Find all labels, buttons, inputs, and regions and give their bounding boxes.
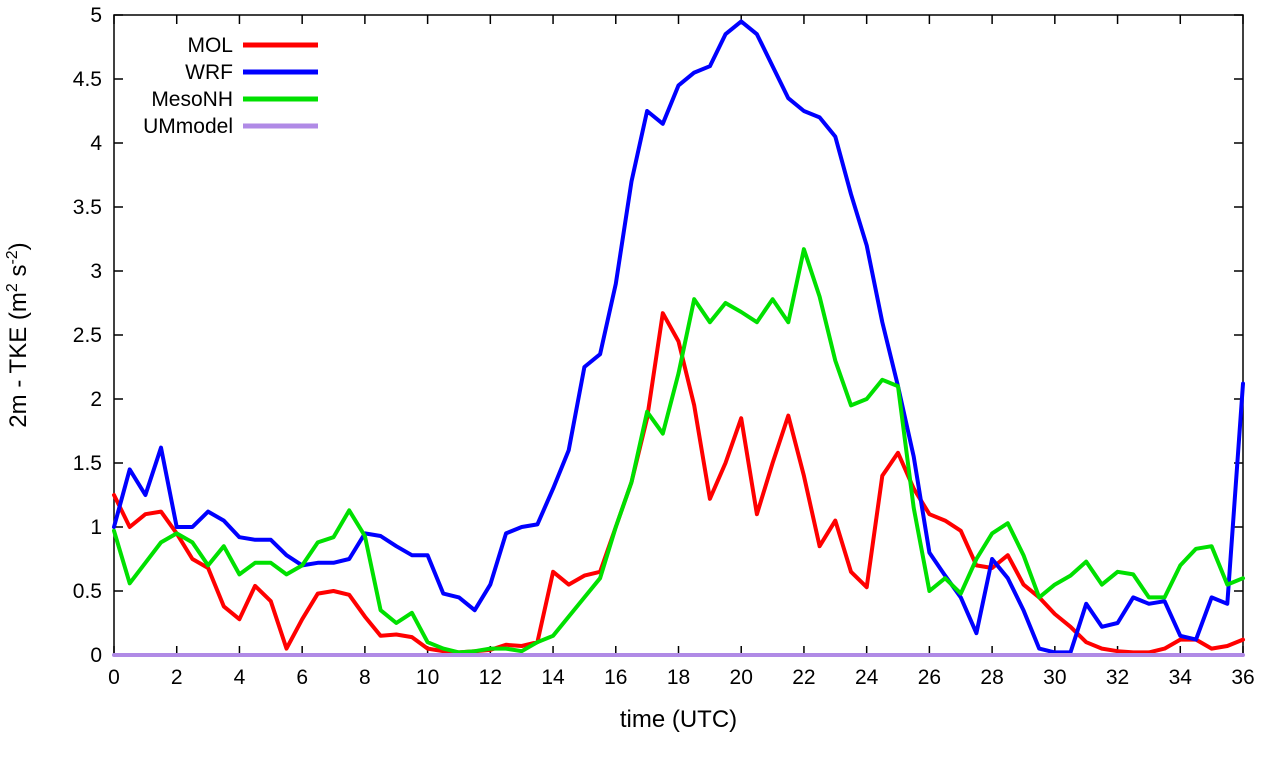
x-tick-label: 36 (1231, 666, 1254, 689)
y-tick-label: 4.5 (73, 68, 102, 91)
legend-label-wrf: WRF (185, 61, 233, 84)
y-tick-label: 0.5 (73, 580, 102, 603)
plot-border (113, 14, 1244, 656)
y-tick-label: 5 (90, 4, 102, 27)
x-tick-label: 30 (1043, 666, 1066, 689)
x-tick-label: 26 (918, 666, 941, 689)
y-tick-label: 2 (90, 388, 102, 411)
y-tick-label: 0 (90, 644, 102, 667)
x-tick-label: 20 (730, 666, 753, 689)
series-line-mol (112, 311, 1245, 655)
legend-label-mesonh: MesoNH (151, 88, 233, 111)
y-tick-label: 2.5 (73, 324, 102, 347)
x-tick-label: 28 (980, 666, 1003, 689)
x-axis-title: time (UTC) (620, 706, 737, 733)
x-tick-label: 22 (792, 666, 815, 689)
x-tick-label: 32 (1106, 666, 1129, 689)
x-tick-label: 4 (234, 666, 246, 689)
x-tick-label: 34 (1169, 666, 1193, 689)
series-line-mesonh (112, 247, 1245, 655)
x-tick-label: 14 (541, 666, 565, 689)
x-tick-label: 24 (855, 666, 879, 689)
x-tick-label: 12 (479, 666, 502, 689)
x-tick-label: 6 (296, 666, 308, 689)
legend-label-ummodel: UMmodel (143, 115, 233, 138)
y-tick-label: 4 (90, 132, 102, 155)
y-tick-label: 1.5 (73, 452, 102, 475)
x-tick-label: 16 (604, 666, 627, 689)
y-axis-title: 2m - TKE (m2 s-2) (4, 242, 32, 427)
y-tick-label: 1 (90, 516, 102, 539)
y-tick-label: 3 (90, 260, 102, 283)
x-tick-label: 10 (416, 666, 439, 689)
x-tick-label: 8 (359, 666, 371, 689)
legend-label-mol: MOL (187, 34, 233, 57)
x-tick-label: 2 (171, 666, 183, 689)
series-line-wrf (112, 19, 1245, 655)
x-tick-label: 18 (667, 666, 690, 689)
y-tick-label: 3.5 (73, 196, 102, 219)
x-tick-label: 0 (108, 666, 120, 689)
